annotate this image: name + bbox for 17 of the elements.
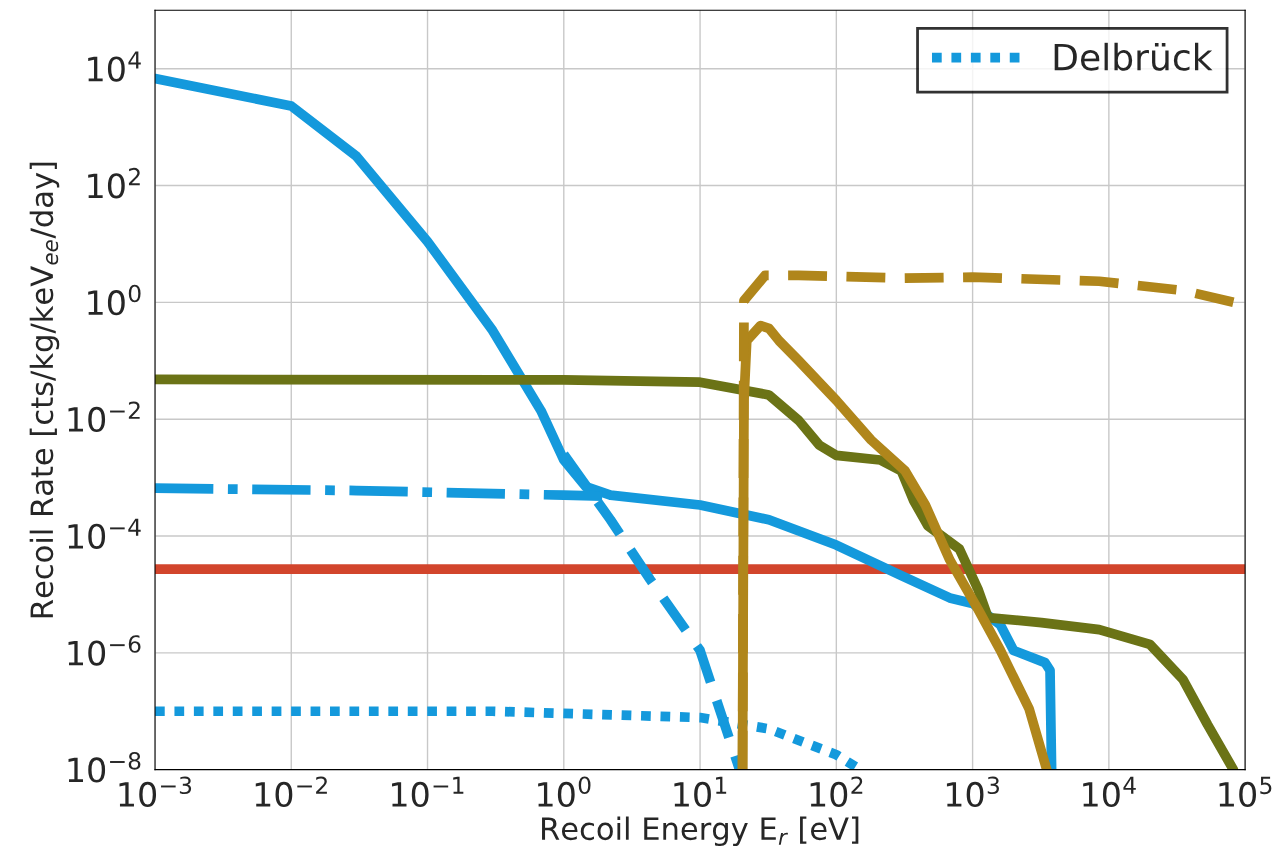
x-tick-label: 10$^{1}$ bbox=[674, 776, 727, 808]
x-tick-label: 10$^{−2}$ bbox=[255, 776, 327, 808]
x-tick-label: 10$^{−1}$ bbox=[392, 776, 464, 808]
x-tick-label: 10$^{2}$ bbox=[810, 776, 863, 808]
y-axis-title: Recoil Rate [cts/kg/keV$_{ee}$/day] bbox=[29, 162, 60, 618]
x-tick-label: 10$^{4}$ bbox=[1083, 776, 1136, 808]
y-tick-label: 10$^{−4}$ bbox=[68, 518, 141, 549]
y-tick-label: 10$^{2}$ bbox=[88, 167, 140, 199]
legend-label: Delbrück bbox=[1054, 42, 1213, 71]
x-tick-label: 10$^{3}$ bbox=[946, 776, 999, 808]
x-tick-label: 10$^{0}$ bbox=[538, 776, 591, 808]
x-axis-title: Recoil Energy E$_{r}$ [eV] bbox=[542, 816, 859, 847]
y-tick-label: 10$^{0}$ bbox=[88, 284, 141, 316]
y-tick-label: 10$^{4}$ bbox=[88, 51, 141, 82]
y-tick-label: 10$^{−2}$ bbox=[68, 401, 140, 433]
x-tick-label: 10$^{5}$ bbox=[1219, 776, 1272, 808]
y-tick-label: 10$^{−6}$ bbox=[68, 635, 141, 666]
